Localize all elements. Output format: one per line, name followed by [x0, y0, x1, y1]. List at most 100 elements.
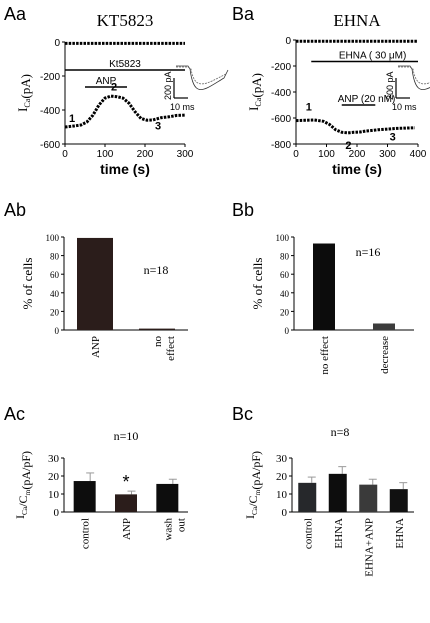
point-marker-Ba-0: 1	[306, 101, 312, 113]
inset-trace-Ba-a	[398, 65, 430, 90]
inset-trace-Aa-a	[176, 65, 229, 90]
drug-bar-label-Aa-0: Kt5823	[109, 59, 141, 70]
category-label-Ac-0: control	[80, 518, 92, 549]
panel-label-Bb: Bb	[232, 200, 254, 220]
category-label-Bc-2: EHNA+ANP	[363, 518, 375, 577]
y-tick-label-Bc-3: 30	[276, 453, 288, 465]
x-tick-label-Ba-0: 0	[293, 149, 299, 160]
bar-Bb-1	[373, 323, 395, 330]
category-label-Ab-1-1: effect	[165, 336, 177, 361]
annotation-Bc: n=8	[331, 425, 350, 439]
bar-Bc-3	[389, 489, 408, 512]
drug-bar-label-Ba-1: ANP (20 nM)	[338, 94, 396, 105]
x-tick-label-Aa-0: 0	[62, 149, 68, 160]
category-label-Bc-3: EHNA	[394, 518, 406, 549]
y-tick-label-Ac-3: 30	[48, 453, 60, 465]
bar-Ac-1	[115, 494, 137, 512]
point-marker-Aa-0: 1	[69, 113, 75, 125]
y-tick-label-Bc-1: 10	[276, 489, 288, 501]
category-label-Ab-0: ANP	[90, 336, 102, 358]
panel-label-Ac: Ac	[4, 404, 25, 424]
x-tick-label-Aa-3: 300	[177, 149, 194, 160]
y-tick-label-Ab-3: 60	[50, 270, 60, 280]
y-tick-label-Bb-0: 0	[285, 326, 290, 336]
point-marker-Aa-1: 2	[111, 82, 117, 94]
bar-Bc-2	[359, 484, 378, 512]
point-marker-Aa-2: 3	[155, 121, 161, 133]
series-line-Ba-1	[295, 118, 415, 135]
annotation-Bb: n=16	[356, 245, 381, 259]
x-tick-label-Ba-4: 400	[410, 149, 427, 160]
x-tick-label-Aa-2: 200	[137, 149, 154, 160]
category-label-Ac-2-1: out	[175, 518, 187, 532]
panel-label-Ba: Ba	[232, 4, 255, 24]
y-tick-label-Ab-4: 80	[50, 252, 60, 262]
inset-scale-y-label-Aa: 200 pA	[163, 71, 173, 100]
panel-label-Aa: Aa	[4, 4, 27, 24]
x-tick-label-Ba-3: 300	[379, 149, 396, 160]
y-tick-label-Ab-0: 0	[55, 326, 60, 336]
y-tick-label-Ac-0: 0	[54, 507, 60, 519]
x-axis-label-Ba: time (s)	[332, 161, 382, 177]
y-axis-label-Ab: % of cells	[20, 258, 35, 310]
y-tick-label-Bc-0: 0	[282, 507, 288, 519]
bar-Ab-1	[139, 328, 175, 330]
y-axis-label-Aa: ICa(pA)	[15, 74, 33, 112]
drug-bar-label-Ba-0: EHNA ( 30 μM)	[339, 50, 406, 61]
y-tick-label-Aa-3: -600	[40, 140, 60, 151]
y-tick-label-Bb-2: 40	[280, 289, 290, 299]
y-axis-label-Ac: ICa/Cm(pA/pF)	[13, 451, 33, 519]
chart-title-Aa: KT5823	[97, 11, 154, 30]
bar-Bb-0	[313, 243, 335, 330]
inset-scale-x-label-Ba: 10 ms	[392, 102, 417, 112]
x-tick-label-Ba-2: 200	[349, 149, 366, 160]
drug-bar-label-Aa-1: ANP	[96, 76, 117, 87]
bar-Ab-0	[77, 237, 113, 330]
inset-scale-y-label-Ba: 200 pA	[385, 71, 395, 100]
x-axis-label-Aa: time (s)	[100, 161, 150, 177]
bar-Bc-0	[298, 482, 317, 512]
y-axis-label-Bc: ICa/Cm(pA/pF)	[243, 451, 263, 519]
y-tick-label-Bb-1: 20	[280, 307, 290, 317]
annotation-Ac: n=10	[114, 429, 139, 443]
inset-scale-x-label-Aa: 10 ms	[170, 102, 195, 112]
bar-Bc-1	[328, 473, 347, 512]
y-tick-label-Ac-1: 10	[48, 489, 60, 501]
bar-Ac-2	[156, 483, 179, 512]
series-line-Aa-1	[64, 94, 186, 129]
y-axis-label-Ba: ICa(pA)	[246, 73, 264, 111]
y-tick-label-Ab-1: 20	[50, 307, 60, 317]
y-tick-label-Ab-5: 100	[46, 233, 60, 243]
y-tick-label-Ba-3: -600	[271, 114, 291, 125]
y-tick-label-Ba-0: 0	[285, 36, 291, 47]
y-tick-label-Bc-2: 20	[276, 471, 288, 483]
y-tick-label-Bb-3: 60	[280, 270, 290, 280]
y-tick-label-Ac-2: 20	[48, 471, 60, 483]
y-tick-label-Ab-2: 40	[50, 289, 60, 299]
category-label-Bb-0: no effect	[319, 336, 331, 375]
y-tick-label-Aa-2: -400	[40, 106, 60, 117]
inset-trace-Aa-b	[176, 66, 227, 85]
y-tick-label-Aa-1: -200	[40, 72, 60, 83]
x-tick-label-Ba-1: 100	[318, 149, 335, 160]
y-tick-label-Aa-0: 0	[54, 38, 60, 49]
y-tick-label-Ba-1: -200	[271, 62, 291, 73]
chart-title-Ba: EHNA	[333, 11, 381, 30]
y-axis-label-Bb: % of cells	[250, 258, 265, 310]
point-marker-Ba-2: 3	[390, 131, 396, 143]
panel-label-Ab: Ab	[4, 200, 26, 220]
category-label-Ab-1-0: no	[152, 336, 164, 348]
inset-trace-Ba-b	[398, 66, 430, 85]
bar-Ac-0	[73, 481, 96, 512]
category-label-Bb-1: decrease	[379, 336, 391, 374]
y-tick-label-Bb-5: 100	[276, 233, 290, 243]
annotation-Ab: n=18	[144, 263, 169, 277]
category-label-Bc-1: EHNA	[333, 518, 345, 549]
panel-label-Bc: Bc	[232, 404, 253, 424]
category-label-Ac-2-0: wash	[162, 518, 174, 541]
x-tick-label-Aa-1: 100	[97, 149, 114, 160]
category-label-Ac-1: ANP	[121, 518, 133, 540]
y-tick-label-Ba-2: -400	[271, 88, 291, 99]
point-marker-Ba-1: 2	[345, 140, 351, 152]
